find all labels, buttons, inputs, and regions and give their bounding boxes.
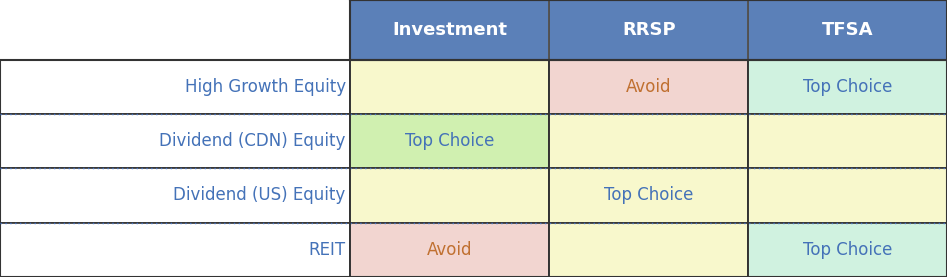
Text: Avoid: Avoid <box>626 78 671 96</box>
Bar <box>0 0 350 60</box>
Text: RRSP: RRSP <box>622 21 675 39</box>
Bar <box>350 60 549 114</box>
Bar <box>0 168 350 223</box>
Bar <box>748 168 947 223</box>
Text: Top Choice: Top Choice <box>604 186 693 204</box>
Bar <box>549 223 748 277</box>
Text: Top Choice: Top Choice <box>803 78 892 96</box>
Bar <box>350 223 549 277</box>
Text: Avoid: Avoid <box>427 241 473 259</box>
Text: Top Choice: Top Choice <box>803 241 892 259</box>
Bar <box>549 168 748 223</box>
Text: TFSA: TFSA <box>822 21 873 39</box>
Bar <box>0 114 350 168</box>
Bar <box>748 223 947 277</box>
Bar <box>350 114 549 168</box>
Text: High Growth Equity: High Growth Equity <box>185 78 346 96</box>
Bar <box>350 168 549 223</box>
Text: Investment: Investment <box>392 21 508 39</box>
Text: Dividend (US) Equity: Dividend (US) Equity <box>173 186 346 204</box>
Bar <box>549 114 748 168</box>
Bar <box>549 0 748 60</box>
Bar <box>0 60 350 114</box>
Text: Dividend (CDN) Equity: Dividend (CDN) Equity <box>159 132 346 150</box>
Bar <box>350 0 947 60</box>
Bar <box>0 60 947 277</box>
Text: Top Choice: Top Choice <box>405 132 494 150</box>
Bar <box>748 0 947 60</box>
Bar <box>748 114 947 168</box>
Bar <box>350 0 549 60</box>
Text: REIT: REIT <box>309 241 346 259</box>
Bar <box>748 60 947 114</box>
Bar <box>0 223 350 277</box>
Bar <box>549 60 748 114</box>
